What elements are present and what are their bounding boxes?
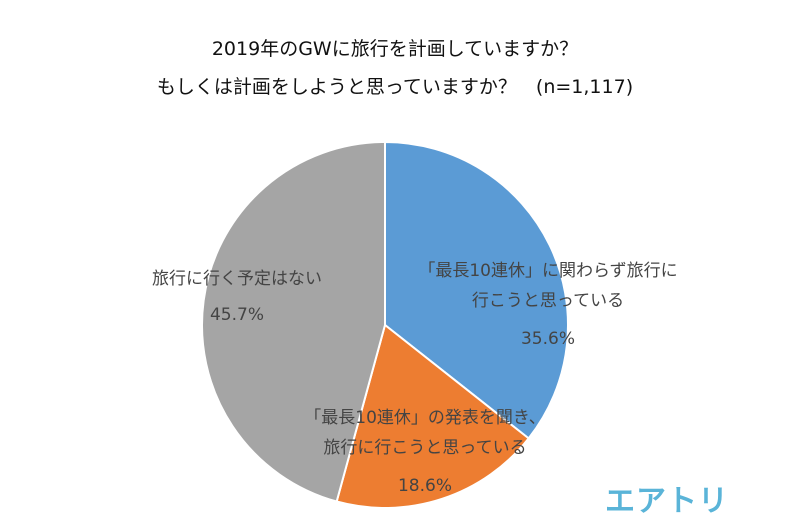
slice-2-label-line-1: 「最長10連休」の発表を聞き、 <box>304 408 545 428</box>
pie-slice-2 <box>335 323 531 509</box>
airtrip-logo: エアトリ <box>605 484 729 519</box>
slice-1-percent: 35.6% <box>521 329 575 349</box>
pie-slice-1 <box>384 140 569 440</box>
slice-3-percent: 45.7% <box>210 305 264 325</box>
slice-2-label-line-2: 旅行に行こうと思っている <box>323 438 526 458</box>
slice-3-label-line-1: 旅行に行く予定はない <box>152 269 322 289</box>
slice-1-label-line-1: 「最長10連休」に関わらず旅行に <box>418 261 677 281</box>
slice-1-label-line-2: 行こうと思っている <box>472 291 624 311</box>
pie-slice-3 <box>201 140 386 503</box>
chart-title-line2: もしくは計画をしようと思っていますか？ (n=1,117) <box>156 76 634 98</box>
chart-title-line1: 2019年のGWに旅行を計画していますか？ <box>211 38 579 60</box>
slice-2-percent: 18.6% <box>398 476 452 496</box>
